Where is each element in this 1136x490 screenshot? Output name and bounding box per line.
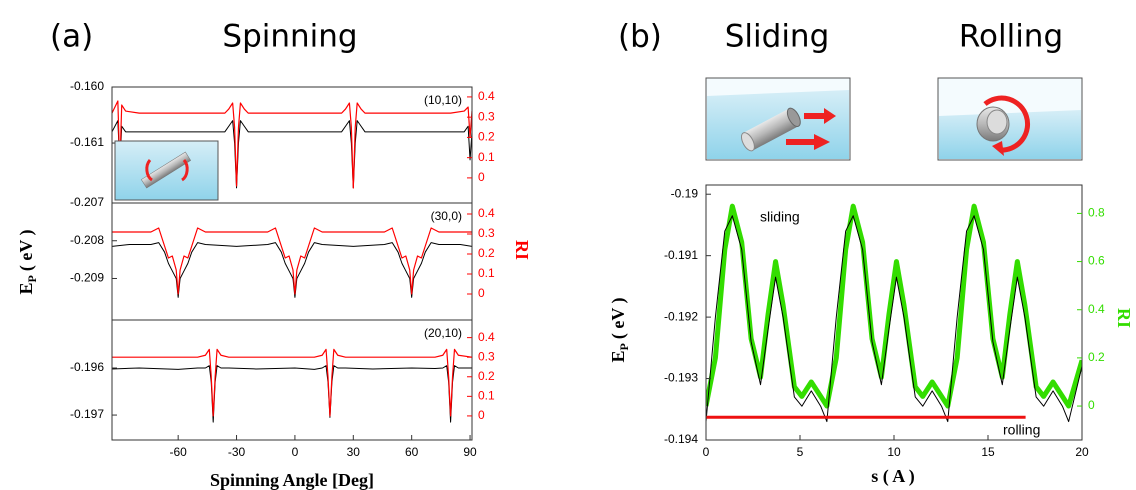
y-axis-label: EP ( eV )	[608, 297, 631, 362]
x-tick-label: 10	[887, 445, 901, 459]
series-line	[112, 120, 472, 189]
y2-tick-label: 0.3	[478, 109, 495, 123]
y-axis-label: EP ( eV )	[16, 229, 39, 294]
y-tick-label: -0.192	[664, 309, 698, 323]
series-line	[706, 203, 1082, 409]
panel-title: Sliding	[725, 19, 830, 55]
annotation: sliding	[760, 209, 800, 225]
x-tick-label: 60	[405, 445, 419, 459]
x-tick-label: 5	[797, 445, 804, 459]
y2-tick-label: 0.2	[478, 246, 495, 260]
x-tick-label: -60	[169, 445, 187, 459]
x-axis-label: Spinning Angle [Deg]	[210, 470, 374, 490]
y2-tick-label: 0.4	[478, 206, 495, 220]
panel-label: (a)	[50, 19, 93, 55]
axes-frame	[111, 319, 473, 441]
y2-tick-label: 0.1	[478, 389, 495, 403]
subplot-label: (10,10)	[424, 93, 462, 107]
x-tick-label: 15	[981, 445, 995, 459]
y-tick-label: -0.161	[70, 135, 104, 149]
y-tick-label: -0.160	[70, 79, 104, 93]
panel-title: Spinning	[222, 19, 357, 55]
y-tick-label: -0.208	[70, 233, 104, 247]
y2-tick-label: 0.8	[1088, 206, 1105, 220]
x-axis-label: s ( A )	[871, 466, 915, 487]
y2-tick-label: 0.4	[478, 330, 495, 344]
spinning-illustration	[114, 140, 219, 201]
rolling-illustration	[937, 77, 1083, 161]
series-line	[112, 348, 472, 417]
y2-tick-label: 0.4	[478, 89, 495, 103]
series-line	[112, 227, 472, 295]
annotation: rolling	[1003, 422, 1040, 438]
y-axis-label-main: E	[16, 282, 36, 294]
axes-frame	[111, 202, 473, 321]
y2-tick-label: 0.6	[1088, 254, 1105, 268]
x-tick-label: 20	[1075, 445, 1089, 459]
y2-tick-label: 0	[478, 408, 485, 422]
x-tick-label: 0	[292, 445, 299, 459]
y-axis-label-unit: ( eV )	[608, 297, 629, 339]
series-line	[112, 365, 472, 423]
y2-tick-label: 0	[1088, 398, 1095, 412]
y-tick-label: -0.194	[664, 432, 698, 446]
y-axis-label-main: E	[608, 350, 628, 362]
y2-tick-label: 0.2	[478, 130, 495, 144]
y-tick-label: -0.196	[70, 360, 104, 374]
panel-title: Rolling	[959, 19, 1063, 55]
y2-tick-label: 0.3	[478, 226, 495, 240]
y2-tick-label: 0.1	[478, 266, 495, 280]
y2-tick-label: 0.4	[1088, 302, 1105, 316]
y-tick-label: -0.19	[671, 186, 699, 200]
y-tick-label: -0.207	[70, 195, 104, 209]
y-tick-label: -0.193	[664, 371, 698, 385]
subplot-label: (30,0)	[431, 209, 462, 223]
plot: -0.19 -0.191 -0.192 -0.193 -0.194 0 0.2 0.4 0.6 0…	[608, 184, 1134, 487]
y2-tick-label: 0	[478, 286, 485, 300]
y2-axis-label: RI	[512, 240, 532, 260]
series-line	[112, 100, 472, 189]
sliding-illustration	[705, 77, 851, 161]
y-axis-label-sub: P	[617, 343, 631, 350]
series-line	[706, 215, 1082, 423]
y-axis-label-sub: P	[25, 275, 39, 282]
plot: -0.207 -0.208 -0.209 0 0.1 0.2 0.3 0.4 (30,0) EP (…	[16, 195, 532, 321]
y-tick-label: -0.209	[70, 271, 104, 285]
plot: -0.196 -0.197 0 0.1 0.2 0.3 0.4 -60 -30 0 30 60 90 (2…	[70, 319, 495, 490]
y2-tick-label: 0.2	[1088, 350, 1105, 364]
y2-tick-label: 0.2	[478, 369, 495, 383]
panel-label: (b)	[618, 19, 662, 55]
x-tick-label: 30	[347, 445, 361, 459]
y-axis-label-unit: ( eV )	[16, 229, 37, 271]
y-tick-label: -0.191	[664, 248, 698, 262]
subplot-label: (20,10)	[424, 326, 462, 340]
y2-tick-label: 0	[478, 170, 485, 184]
x-tick-label: 90	[463, 445, 477, 459]
y2-tick-label: 0.1	[478, 150, 495, 164]
y2-tick-label: 0.3	[478, 349, 495, 363]
x-tick-label: 0	[703, 445, 710, 459]
x-tick-label: -30	[228, 445, 246, 459]
y-tick-label: -0.197	[70, 407, 104, 421]
y2-axis-label: RI	[1114, 308, 1134, 328]
plot: -0.160 -0.161 0 0.1 0.2 0.3 0.4 (10,10)	[70, 79, 495, 204]
